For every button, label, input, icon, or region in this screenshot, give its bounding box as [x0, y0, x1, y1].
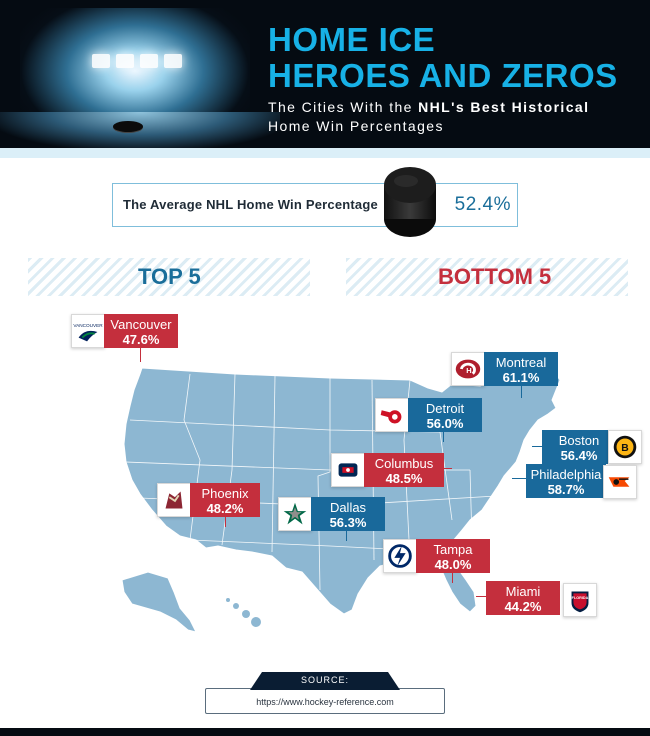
pin-line: [225, 517, 226, 527]
city-tag-boston: Boston 56.4%: [542, 430, 616, 464]
stars-icon: [278, 497, 312, 531]
average-label: The Average NHL Home Win Percentage: [123, 197, 378, 212]
header-puck-icon: [113, 121, 143, 132]
pin-line: [444, 468, 452, 469]
source-box: [205, 688, 445, 714]
blue-jackets-icon: [331, 453, 365, 487]
ice-surface: [0, 112, 280, 148]
city-pct: 44.2%: [504, 599, 542, 614]
city-name: Tampa: [433, 542, 473, 557]
pin-line: [476, 596, 486, 597]
source-link[interactable]: https://www.hockey-reference.com: [256, 697, 394, 707]
bruins-icon: B: [608, 430, 642, 464]
city-pct: 58.7%: [547, 482, 585, 497]
city-pct: 48.5%: [385, 471, 423, 486]
pin-line: [346, 531, 347, 541]
city-name: Vancouver: [110, 317, 172, 332]
svg-text:FLORIDA: FLORIDA: [572, 596, 589, 600]
city-pct: 48.0%: [434, 557, 472, 572]
city-name: Phoenix: [201, 486, 249, 501]
svg-text:VANCOUVER: VANCOUVER: [73, 323, 103, 328]
alaska-shape: [121, 571, 197, 633]
bottom5-heading: BOTTOM 5: [438, 264, 552, 289]
source-tab: [250, 672, 400, 690]
bottom5-hatch: [346, 258, 628, 296]
top5-heading: TOP 5: [138, 264, 201, 289]
city-pct: 56.0%: [426, 416, 464, 431]
panthers-icon: FLORIDA: [563, 583, 597, 617]
canucks-icon: VANCOUVER: [71, 314, 105, 348]
pin-line: [532, 446, 542, 447]
city-tag-philadelphia: Philadelphia 58.7%: [526, 464, 606, 498]
footer-bar: [0, 728, 650, 736]
city-name: Philadelphia: [530, 467, 602, 482]
pin-line: [443, 432, 444, 442]
red-wings-icon: [375, 398, 409, 432]
city-tag-detroit: Detroit 56.0%: [408, 398, 482, 432]
pin-line: [512, 478, 526, 479]
average-panel: The Average NHL Home Win Percentage 52.4…: [112, 183, 518, 227]
flyers-icon: [603, 465, 637, 499]
svg-text:H: H: [466, 366, 471, 375]
top5-hatch: [28, 258, 310, 296]
average-value: 52.4%: [454, 194, 511, 215]
arena-light-bank: [92, 54, 182, 68]
page-subtitle: The Cities With the NHL's Best Historica…: [268, 99, 590, 134]
city-pct: 56.3%: [329, 515, 367, 530]
puck-icon: [384, 167, 436, 237]
city-name: Boston: [558, 433, 600, 448]
city-tag-columbus: Columbus 48.5%: [364, 453, 444, 487]
city-tag-dallas: Dallas 56.3%: [311, 497, 385, 531]
lightning-icon: [383, 539, 417, 573]
page-title: HOME ICE HEROES AND ZEROS: [268, 21, 618, 94]
city-pct: 56.4%: [560, 448, 598, 463]
coyotes-icon: [157, 483, 191, 517]
city-name: Columbus: [374, 456, 434, 471]
city-pct: 61.1%: [502, 370, 540, 385]
city-tag-miami: Miami 44.2%: [486, 581, 560, 615]
city-name: Montreal: [495, 355, 547, 370]
city-tag-tampa: Tampa 48.0%: [416, 539, 490, 573]
pin-line: [452, 573, 453, 583]
svg-text:B: B: [621, 443, 628, 454]
pin-line: [521, 386, 522, 398]
city-pct: 48.2%: [206, 501, 244, 516]
city-name: Miami: [505, 584, 541, 599]
header-banner: HOME ICE HEROES AND ZEROS The Cities Wit…: [0, 0, 650, 148]
city-tag-montreal: Montreal 61.1%: [484, 352, 558, 386]
city-pct: 47.6%: [122, 332, 160, 347]
header-divider: [0, 148, 650, 158]
canadiens-icon: H: [451, 352, 485, 386]
city-tag-vancouver: Vancouver 47.6%: [104, 314, 178, 348]
pin-line: [140, 348, 141, 362]
city-tag-phoenix: Phoenix 48.2%: [190, 483, 260, 517]
source-label: SOURCE:: [300, 675, 349, 685]
city-name: Detroit: [425, 401, 465, 416]
city-name: Dallas: [329, 500, 367, 515]
